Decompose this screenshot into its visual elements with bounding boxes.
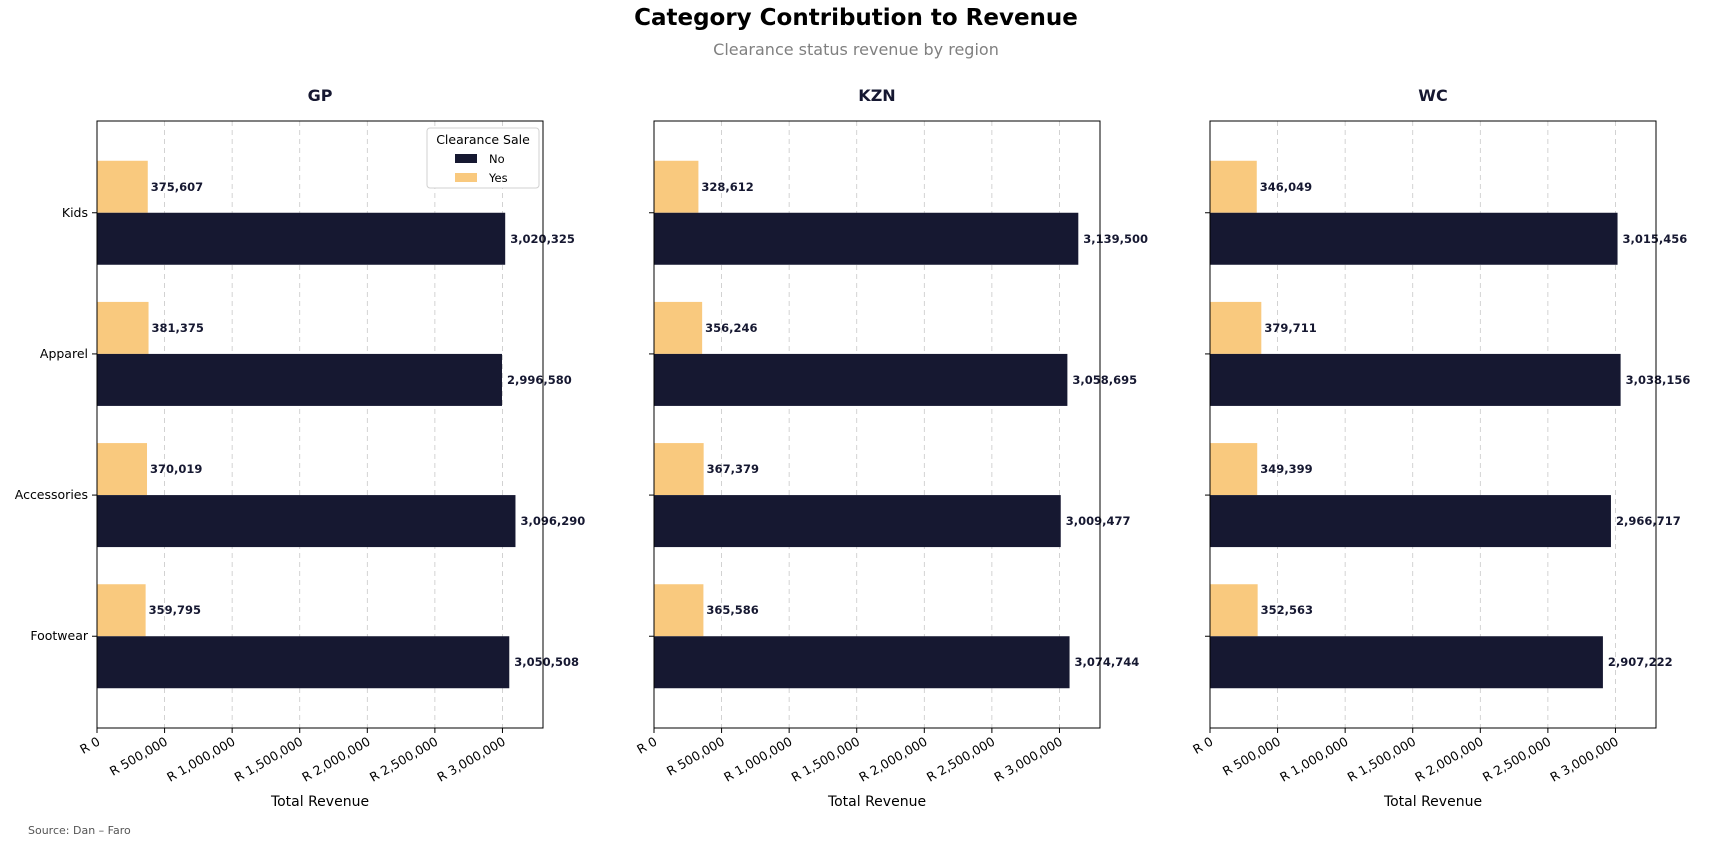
x-tick-label: R 3,000,000 bbox=[991, 734, 1065, 785]
bar-no-footwear bbox=[1210, 636, 1603, 689]
bar-yes-footwear bbox=[654, 584, 704, 637]
chart-subtitle: Clearance status revenue by region bbox=[713, 40, 999, 59]
data-label: 356,246 bbox=[705, 321, 757, 335]
data-label: 367,379 bbox=[707, 462, 759, 476]
panel-frame bbox=[1209, 120, 1657, 729]
data-label: 346,049 bbox=[1260, 180, 1312, 194]
data-label: 3,058,695 bbox=[1072, 373, 1137, 387]
bar-no-apparel bbox=[654, 353, 1068, 406]
bar-yes-kids bbox=[97, 160, 148, 213]
legend-label-no: No bbox=[489, 152, 505, 166]
x-tick-label: R 1,500,000 bbox=[1345, 734, 1419, 785]
data-label: 2,996,580 bbox=[507, 373, 572, 387]
data-label: 3,015,456 bbox=[1623, 232, 1688, 246]
source-note: Source: Dan – Faro bbox=[28, 824, 131, 837]
data-label: 3,009,477 bbox=[1066, 514, 1131, 528]
data-label: 381,375 bbox=[152, 321, 204, 335]
bar-no-kids bbox=[654, 212, 1079, 265]
x-tick-label: R 2,500,000 bbox=[924, 734, 998, 785]
data-label: 3,074,744 bbox=[1075, 655, 1140, 669]
bar-yes-accessories bbox=[1210, 443, 1258, 496]
panel-frame bbox=[653, 120, 1101, 729]
x-tick-label: R 500,000 bbox=[107, 734, 170, 779]
bar-no-apparel bbox=[97, 353, 502, 406]
x-tick-label: R 1,500,000 bbox=[789, 734, 863, 785]
x-tick-label: R 1,000,000 bbox=[164, 734, 238, 785]
panel-title-gp: GP bbox=[308, 86, 333, 105]
x-tick-label: R 3,000,000 bbox=[1547, 734, 1621, 785]
legend-label-yes: Yes bbox=[488, 171, 508, 185]
bar-yes-apparel bbox=[1210, 301, 1262, 354]
y-tick-label: Footwear bbox=[30, 628, 89, 643]
legend-title: Clearance Sale bbox=[436, 132, 530, 147]
data-label: 3,050,508 bbox=[514, 655, 579, 669]
bar-no-apparel bbox=[1210, 353, 1621, 406]
bar-no-kids bbox=[1210, 212, 1618, 265]
x-tick-label: R 1,000,000 bbox=[1277, 734, 1351, 785]
bar-yes-kids bbox=[1210, 160, 1257, 213]
chart-title: Category Contribution to Revenue bbox=[634, 5, 1078, 31]
bar-yes-kids bbox=[654, 160, 699, 213]
panel-title-kzn: KZN bbox=[858, 86, 895, 105]
x-tick-label: R 500,000 bbox=[664, 734, 727, 779]
x-axis-label: Total Revenue bbox=[270, 794, 369, 810]
data-label: 3,139,500 bbox=[1083, 232, 1148, 246]
panel-title-wc: WC bbox=[1418, 86, 1447, 105]
x-axis-label: Total Revenue bbox=[1383, 794, 1482, 810]
bar-no-accessories bbox=[1210, 495, 1611, 548]
x-tick-label: R 2,500,000 bbox=[1480, 734, 1554, 785]
bar-no-accessories bbox=[97, 495, 516, 548]
y-tick-label: Apparel bbox=[40, 346, 88, 361]
y-tick-label: Accessories bbox=[15, 487, 88, 502]
bar-yes-apparel bbox=[97, 301, 149, 354]
data-label: 375,607 bbox=[151, 180, 203, 194]
x-tick-label: R 2,500,000 bbox=[367, 734, 441, 785]
data-label: 352,563 bbox=[1261, 603, 1313, 617]
bar-no-footwear bbox=[97, 636, 510, 689]
data-label: 370,019 bbox=[150, 462, 202, 476]
data-label: 349,399 bbox=[1260, 462, 1312, 476]
bar-yes-accessories bbox=[654, 443, 704, 496]
x-tick-label: R 0 bbox=[634, 734, 659, 757]
legend-swatch-no bbox=[455, 154, 477, 163]
bar-no-kids bbox=[97, 212, 506, 265]
data-label: 3,096,290 bbox=[520, 514, 585, 528]
data-label: 2,966,717 bbox=[1616, 514, 1681, 528]
x-tick-label: R 3,000,000 bbox=[434, 734, 508, 785]
x-tick-label: R 2,000,000 bbox=[856, 734, 930, 785]
y-tick-label: Kids bbox=[62, 205, 88, 220]
x-tick-label: R 2,000,000 bbox=[299, 734, 373, 785]
bar-yes-footwear bbox=[1210, 584, 1258, 637]
x-tick-label: R 0 bbox=[77, 734, 102, 757]
bar-no-accessories bbox=[654, 495, 1061, 548]
x-tick-label: R 0 bbox=[1190, 734, 1215, 757]
data-label: 328,612 bbox=[701, 180, 753, 194]
x-tick-label: R 500,000 bbox=[1220, 734, 1283, 779]
bar-yes-accessories bbox=[97, 443, 148, 496]
bar-yes-footwear bbox=[97, 584, 146, 637]
legend-swatch-yes bbox=[455, 173, 477, 182]
x-axis-label: Total Revenue bbox=[827, 794, 926, 810]
x-tick-label: R 1,500,000 bbox=[232, 734, 306, 785]
data-label: 379,711 bbox=[1264, 321, 1316, 335]
bar-yes-apparel bbox=[654, 301, 703, 354]
bar-no-footwear bbox=[654, 636, 1070, 689]
data-label: 2,907,222 bbox=[1608, 655, 1673, 669]
x-tick-label: R 2,000,000 bbox=[1412, 734, 1486, 785]
data-label: 365,586 bbox=[706, 603, 758, 617]
data-label: 3,038,156 bbox=[1626, 373, 1691, 387]
data-label: 359,795 bbox=[149, 603, 201, 617]
panel-frame bbox=[96, 120, 544, 729]
x-tick-label: R 1,000,000 bbox=[721, 734, 795, 785]
